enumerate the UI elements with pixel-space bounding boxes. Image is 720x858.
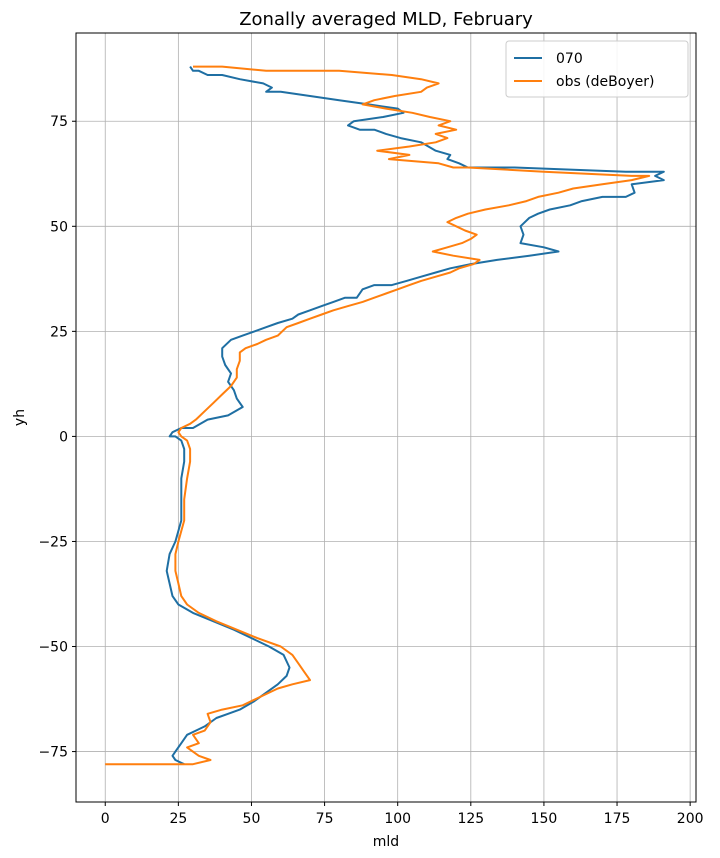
x-tick-label-2: 50	[243, 811, 261, 827]
y-tick-label-3: 0	[59, 429, 68, 445]
y-tick-label-2: −25	[38, 534, 68, 550]
y-axis-label: yh	[12, 409, 28, 426]
y-tick-label-5: 50	[50, 219, 68, 235]
y-axis-ticks: −75 −50 −25 0 25 50 75	[38, 114, 76, 761]
y-tick-label-4: 25	[50, 324, 68, 340]
x-axis-ticks: 0 25 50 75 100 125 150 175 200	[101, 802, 704, 827]
series-line-070	[165, 66, 665, 766]
y-tick-label-1: −50	[38, 640, 68, 656]
x-tick-label-1: 25	[169, 811, 187, 827]
y-tick-label-0: −75	[38, 745, 68, 761]
grid	[76, 33, 696, 802]
x-tick-label-5: 125	[457, 811, 484, 827]
x-tick-label-0: 0	[101, 811, 110, 827]
legend: 070 obs (deBoyer)	[505, 40, 689, 98]
chart-title: Zonally averaged MLD, February	[239, 9, 533, 30]
legend-label-070: 070	[556, 51, 583, 67]
y-tick-label-6: 75	[50, 114, 68, 130]
x-tick-label-8: 200	[677, 811, 704, 827]
legend-label-obs: obs (deBoyer)	[556, 74, 654, 90]
x-axis-label: mld	[373, 834, 399, 850]
series-line-obs-deboyer	[105, 65, 651, 766]
series-layer	[105, 65, 665, 766]
legend-box	[505, 40, 689, 98]
x-tick-label-7: 175	[604, 811, 631, 827]
plot-frame	[75, 32, 697, 803]
x-tick-label-4: 100	[384, 811, 411, 827]
x-tick-label-3: 75	[316, 811, 334, 827]
x-tick-label-6: 150	[531, 811, 558, 827]
